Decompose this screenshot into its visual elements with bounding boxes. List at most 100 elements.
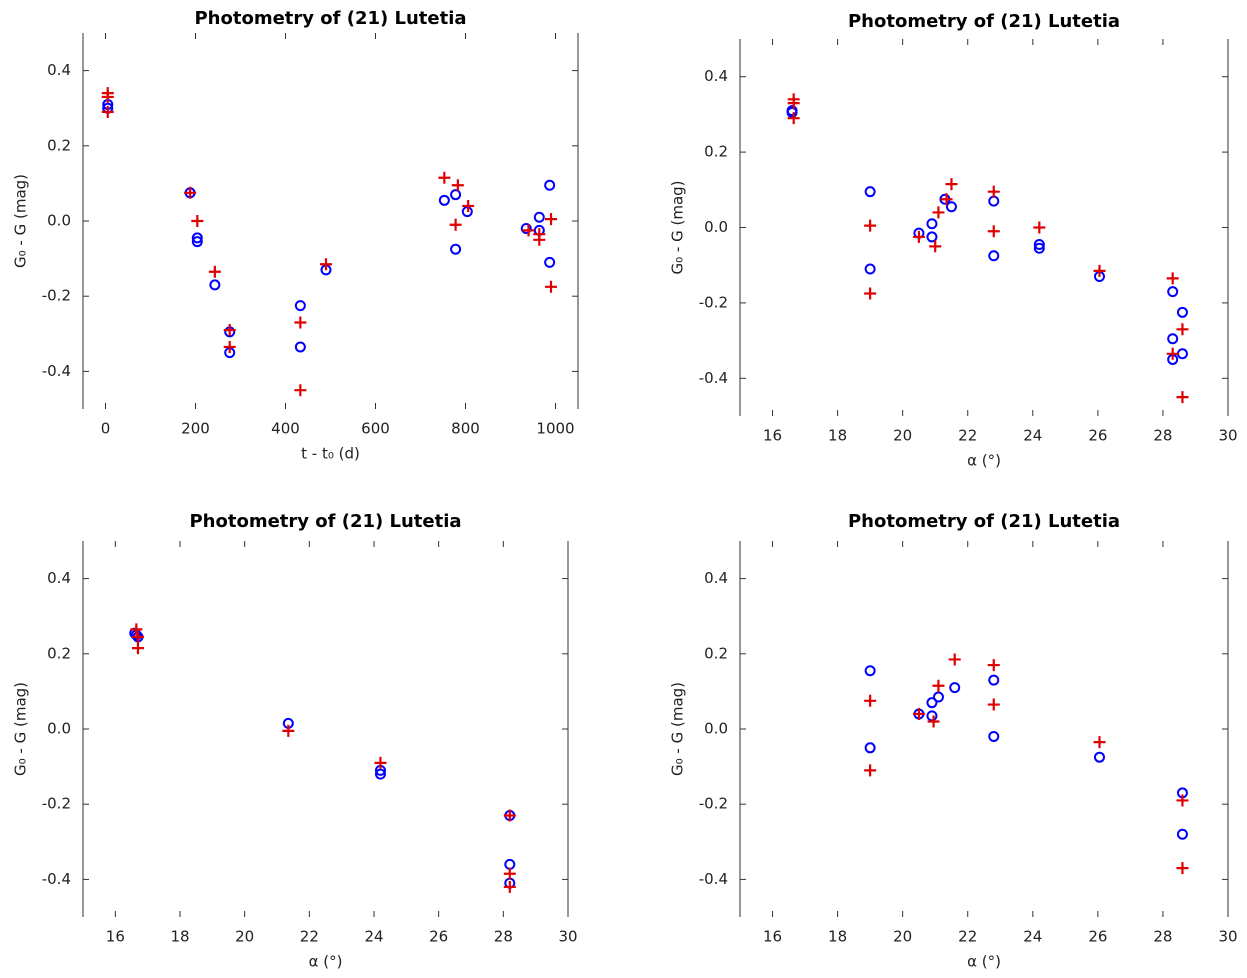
- x-tick-label: 200: [181, 420, 210, 438]
- circle-marker: [864, 186, 876, 198]
- plus-marker: [864, 219, 877, 232]
- x-tick-label: 18: [828, 928, 847, 946]
- plus-marker: [787, 112, 800, 125]
- plus-marker: [282, 724, 295, 737]
- plus-marker: [940, 193, 953, 206]
- plus-marker: [522, 224, 535, 237]
- x-axis-label: α (°): [967, 953, 1001, 971]
- circle-marker: [1167, 286, 1179, 298]
- plus-marker: [101, 90, 114, 103]
- x-tick-label: 30: [558, 928, 577, 946]
- circle-marker: [949, 682, 961, 694]
- plus-marker: [1166, 347, 1179, 360]
- plus-marker: [787, 97, 800, 110]
- y-axis-label: G₀ - G (mag): [669, 180, 687, 274]
- plus-marker: [1176, 862, 1189, 875]
- y-tick-label: -0.2: [699, 293, 728, 311]
- plus-marker: [130, 623, 143, 636]
- y-tick-label: 0.4: [47, 569, 71, 587]
- plus-marker: [945, 178, 958, 191]
- plus-marker: [294, 316, 307, 329]
- plus-marker: [987, 698, 1000, 711]
- y-tick-label: 0.2: [704, 143, 728, 161]
- circle-marker: [1033, 238, 1045, 250]
- chart-title: Photometry of (21) Lutetia: [194, 8, 466, 29]
- plus-marker: [184, 186, 197, 199]
- plus-marker: [1093, 736, 1106, 749]
- plus-marker: [374, 756, 387, 769]
- plus-marker: [449, 218, 462, 231]
- plus-marker: [929, 240, 942, 253]
- circle-marker: [450, 189, 462, 201]
- plus-marker: [223, 340, 236, 353]
- plus-marker: [1176, 323, 1189, 336]
- circle-marker: [544, 256, 556, 268]
- plus-marker: [320, 258, 332, 271]
- y-tick-label: 0.2: [704, 644, 728, 662]
- circle-marker: [945, 201, 957, 213]
- plus-marker: [131, 630, 144, 643]
- y-tick-label: -0.2: [699, 795, 728, 813]
- x-axis-label: α (°): [309, 953, 343, 971]
- x-tick-label: 22: [958, 427, 977, 445]
- x-tick-label: 20: [893, 427, 912, 445]
- plus-marker: [1176, 794, 1189, 807]
- plus-marker: [545, 213, 557, 226]
- plus-marker: [932, 679, 945, 692]
- y-axis-label: G₀ - G (mag): [12, 174, 30, 268]
- circle-marker: [926, 710, 938, 722]
- x-tick-label: 26: [429, 928, 448, 946]
- x-axis-label: t - t₀ (d): [301, 445, 360, 463]
- x-tick-label: 20: [893, 928, 912, 946]
- circle-marker: [294, 300, 306, 312]
- circle-marker: [1176, 348, 1188, 360]
- x-tick-label: 30: [1218, 427, 1237, 445]
- plus-marker: [462, 199, 475, 212]
- circle-marker: [1176, 306, 1188, 318]
- circle-marker: [864, 742, 876, 754]
- y-tick-label: -0.2: [42, 795, 71, 813]
- chart-title: Photometry of (21) Lutetia: [848, 511, 1120, 532]
- plus-marker: [864, 764, 877, 777]
- plus-marker: [864, 694, 877, 707]
- y-tick-label: 0.0: [704, 720, 728, 738]
- plus-marker: [1176, 391, 1189, 404]
- y-tick-label: 0.0: [47, 212, 71, 230]
- plus-marker: [932, 206, 945, 219]
- chart-title: Photometry of (21) Lutetia: [189, 511, 461, 532]
- circle-marker: [926, 697, 938, 709]
- plus-marker: [223, 324, 236, 337]
- circle-marker: [786, 107, 798, 119]
- circle-marker: [1176, 828, 1188, 840]
- x-tick-label: 600: [361, 420, 390, 438]
- circle-marker: [191, 232, 203, 244]
- plus-marker: [1166, 272, 1179, 285]
- y-tick-label: -0.4: [699, 870, 728, 888]
- plus-marker: [101, 105, 114, 118]
- circle-marker: [932, 691, 944, 703]
- plus-marker: [438, 171, 451, 184]
- y-tick-label: 0.2: [47, 644, 71, 662]
- y-tick-label: 0.0: [47, 720, 71, 738]
- plus-marker: [503, 809, 516, 822]
- x-tick-label: 800: [451, 420, 480, 438]
- circle-marker: [864, 263, 876, 275]
- circle-marker: [1033, 242, 1045, 254]
- circle-marker: [209, 279, 221, 291]
- x-tick-label: 16: [106, 928, 125, 946]
- circle-marker: [926, 231, 938, 243]
- plus-marker: [503, 867, 516, 880]
- plus-marker: [948, 653, 961, 666]
- y-tick-label: 0.4: [704, 67, 728, 85]
- x-tick-label: 0: [101, 420, 111, 438]
- circle-marker: [294, 341, 306, 353]
- circle-marker: [191, 236, 203, 248]
- chart-title: Photometry of (21) Lutetia: [848, 11, 1120, 32]
- y-axis-label: G₀ - G (mag): [12, 682, 30, 776]
- plus-marker: [533, 233, 546, 246]
- circle-marker: [988, 674, 1000, 686]
- plus-marker: [1093, 264, 1106, 277]
- x-tick-label: 30: [1218, 928, 1237, 946]
- circle-marker: [374, 768, 386, 780]
- circle-marker: [438, 194, 450, 206]
